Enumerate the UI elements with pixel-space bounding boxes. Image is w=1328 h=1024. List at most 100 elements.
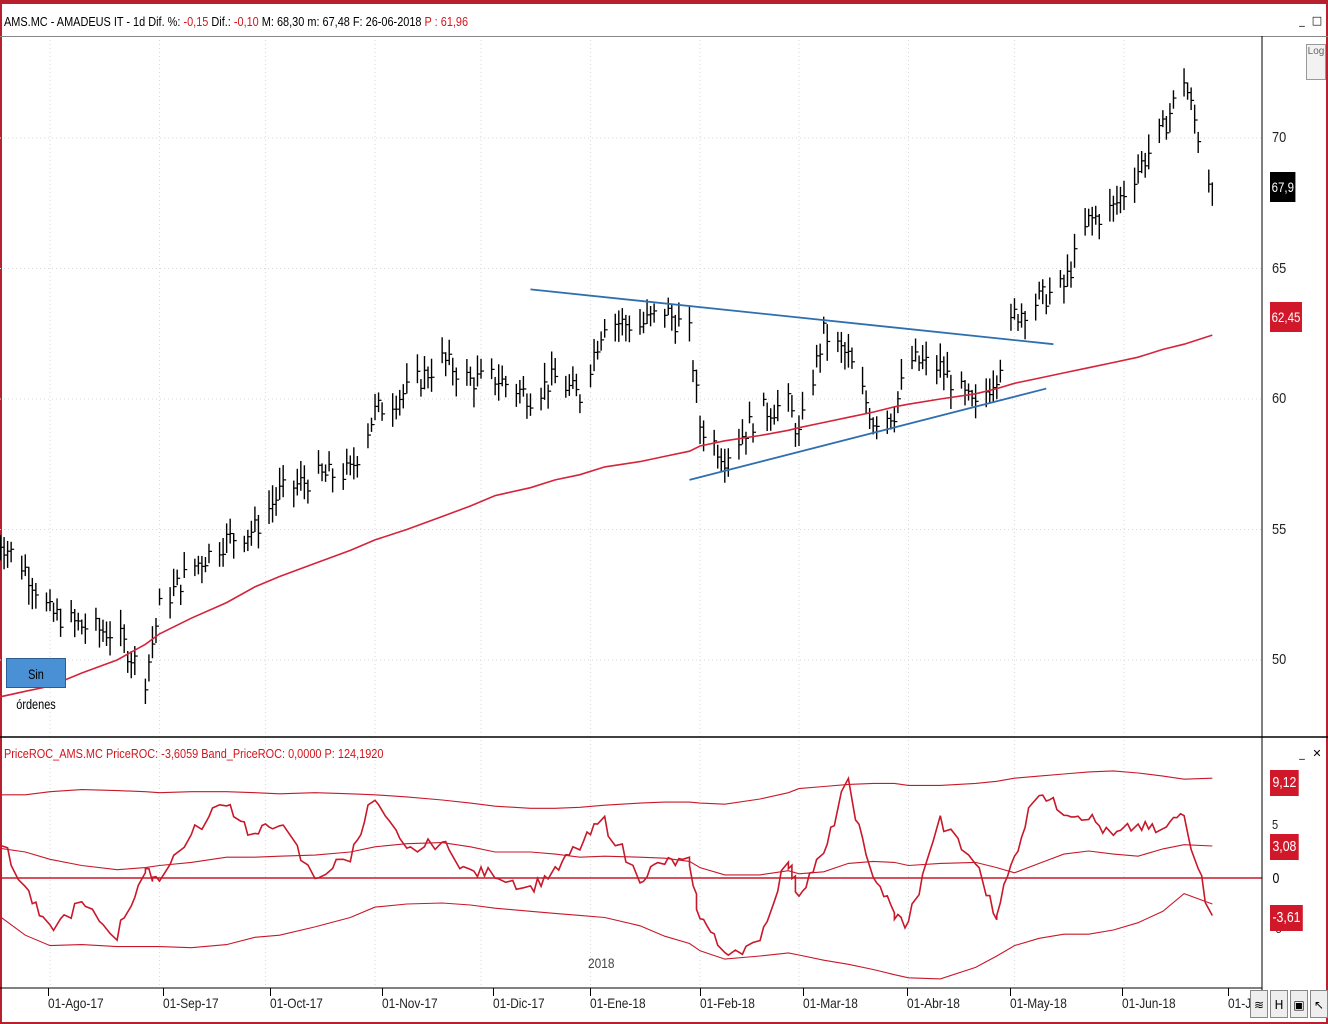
price-bar — [98, 617, 103, 648]
price-bar — [1148, 134, 1152, 170]
price-bar — [526, 393, 530, 419]
price-bar — [243, 535, 248, 553]
price-bar — [826, 324, 831, 361]
price-tick-label: 55 — [1272, 520, 1287, 538]
price-bar — [886, 410, 891, 434]
price-bar — [501, 365, 506, 387]
price-bar — [628, 315, 633, 343]
price-bar — [678, 302, 682, 327]
price-bar — [31, 577, 36, 610]
price-bar — [547, 384, 552, 409]
price-bar — [180, 584, 184, 606]
price-bar — [208, 543, 212, 564]
osc-p-value: 124,1920 — [337, 746, 384, 761]
price-bar — [618, 310, 622, 342]
price-bar — [946, 351, 951, 378]
osc-mid-tag: 3,08 — [1270, 834, 1299, 860]
price-bar — [293, 480, 297, 508]
price-bar — [1020, 303, 1025, 328]
minimize-icon[interactable]: _ — [1299, 14, 1305, 27]
price-bar — [568, 374, 573, 396]
trendline — [689, 387, 1047, 481]
price-bar — [996, 375, 1000, 400]
price-bar — [476, 355, 481, 387]
price-bar — [519, 379, 523, 404]
price-bar — [918, 355, 923, 372]
price-bar — [1095, 205, 1099, 225]
price-bar — [105, 621, 110, 646]
price-bar — [490, 358, 495, 380]
price-bar — [59, 608, 64, 637]
price-bar — [416, 354, 421, 384]
price-bar — [353, 447, 357, 480]
price-bar — [999, 359, 1004, 383]
price-bar — [543, 362, 548, 400]
price-bar — [229, 518, 234, 544]
price-bar — [1087, 208, 1092, 227]
date-tick-label: 01-Jun-18 — [1122, 995, 1176, 1011]
osc-zero-tag: 0 — [1270, 866, 1282, 892]
toolbar-wave-button[interactable]: ≋ — [1250, 990, 1268, 1018]
price-bar — [692, 360, 696, 383]
price-bar — [900, 358, 905, 390]
price-bar — [621, 308, 626, 336]
price-bar — [95, 607, 99, 631]
price-bar — [1038, 281, 1043, 300]
price-bar — [724, 448, 728, 483]
price-bar — [837, 331, 841, 353]
toolbar-h-button[interactable]: H — [1270, 990, 1288, 1018]
osc-last-tag: -3,61 — [1270, 905, 1303, 931]
date-tick-mark — [700, 988, 701, 996]
date-tick-label: 01-May-18 — [1010, 995, 1067, 1011]
price-bar — [444, 352, 449, 377]
price-bar — [943, 356, 947, 391]
price-bar — [550, 351, 555, 386]
toolbar-cursor-button[interactable]: ↖ — [1310, 990, 1328, 1018]
osc-roc-series — [0, 775, 1214, 957]
price-bar — [614, 313, 619, 342]
price-gridlines — [0, 137, 1262, 661]
price-bar — [1133, 167, 1138, 203]
price-bar — [787, 383, 792, 412]
price-bar — [35, 582, 39, 609]
date-tick-mark — [907, 988, 908, 996]
trendlines — [530, 288, 1054, 481]
maximize-icon[interactable]: □ — [1311, 14, 1323, 27]
price-bar — [840, 331, 845, 363]
last-price-tag: 67,9 — [1270, 172, 1296, 202]
price-bar — [596, 340, 601, 360]
osc-roc-value: -3,6059 — [161, 746, 199, 761]
min-label: m: 67,48 — [307, 14, 350, 29]
osc-upper-tag: 9,12 — [1270, 770, 1299, 796]
price-bar — [1091, 206, 1096, 236]
log-scale-label: Log — [1307, 46, 1325, 57]
price-bar — [702, 420, 707, 452]
p-label: P : — [424, 14, 438, 29]
osc-close-icon[interactable]: ✕ — [1312, 747, 1322, 760]
price-bar — [381, 402, 386, 421]
price-bar — [278, 467, 283, 500]
price-bar — [1162, 110, 1166, 128]
osc-band-label: Band_PriceROC: — [201, 746, 286, 761]
price-bar — [469, 366, 474, 386]
price-bar — [1059, 270, 1064, 288]
orders-badge[interactable]: Sin órdenes — [6, 658, 66, 712]
price-bar — [720, 448, 725, 472]
price-bar — [974, 384, 979, 419]
price-bar — [1010, 303, 1014, 331]
price-bar — [773, 404, 778, 425]
price-bar — [427, 366, 432, 389]
max-label: M: 68,30 — [261, 14, 305, 29]
price-bar — [1193, 104, 1198, 134]
price-bar — [798, 415, 802, 447]
date-tick-mark — [382, 988, 383, 996]
price-bar — [70, 600, 75, 623]
price-bar — [1034, 293, 1039, 321]
price-panel-header: AMS.MC - AMADEUS IT - 1d Dif. %: -0,15 D… — [4, 12, 468, 32]
price-bar — [875, 416, 880, 440]
toolbar-save-button[interactable]: ▣ — [1290, 990, 1308, 1018]
price-bar — [847, 333, 852, 368]
log-scale-button[interactable]: Log — [1306, 44, 1326, 80]
osc-minimize-icon[interactable]: _ — [1299, 747, 1305, 760]
